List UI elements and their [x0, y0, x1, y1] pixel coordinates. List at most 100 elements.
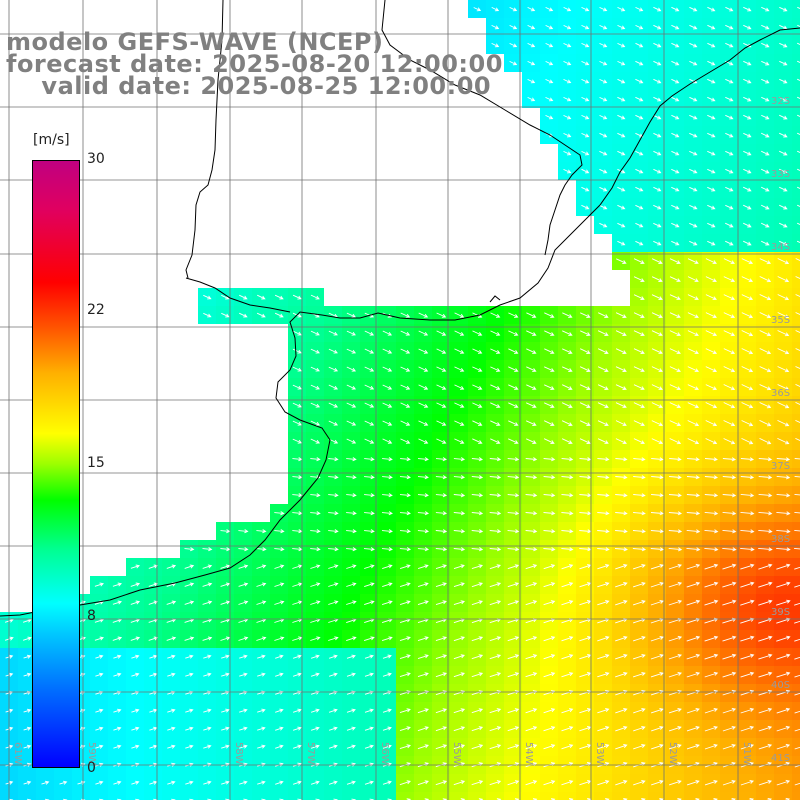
wind-arrow	[23, 744, 32, 749]
wind-arrow	[725, 24, 734, 30]
wind-arrow	[328, 402, 339, 408]
wind-arrow	[633, 457, 646, 462]
wind-arrow	[292, 348, 302, 354]
wind-arrow	[310, 780, 320, 785]
wind-arrow	[453, 636, 465, 642]
wind-arrow	[543, 780, 556, 786]
wind-arrow	[167, 744, 176, 749]
wind-arrow	[203, 780, 212, 785]
wind-arrow	[489, 636, 502, 642]
wind-arrow	[615, 402, 627, 409]
wind-arrow	[615, 511, 628, 516]
wind-arrow	[435, 744, 448, 750]
wind-arrow	[707, 24, 716, 30]
colorbar-tick-0: 0	[87, 760, 96, 776]
wind-arrow	[687, 420, 700, 427]
wind-speed-cell	[792, 324, 800, 342]
wind-arrow	[686, 707, 700, 714]
wind-arrow	[653, 150, 662, 156]
wind-arrow	[579, 438, 591, 444]
wind-arrow	[381, 529, 393, 534]
wind-arrow	[758, 725, 773, 732]
wind-arrow	[525, 708, 538, 714]
wind-speed-cell	[792, 18, 800, 36]
wind-speed-cell	[792, 648, 800, 666]
wind-arrow	[668, 511, 683, 516]
wind-arrow	[399, 780, 411, 786]
wind-arrow	[544, 402, 555, 408]
wind-arrow	[292, 438, 303, 444]
wind-speed-cell	[792, 612, 800, 630]
wind-arrow	[221, 726, 230, 731]
wind-arrow	[597, 672, 610, 678]
wind-arrow	[257, 780, 266, 785]
wind-arrow	[795, 401, 800, 406]
wind-arrow	[650, 563, 664, 570]
wind-arrow	[112, 600, 122, 605]
wind-arrow	[417, 672, 429, 678]
wind-arrow	[508, 420, 519, 426]
wind-arrow	[489, 547, 502, 552]
wind-arrow	[597, 366, 609, 372]
wind-arrow	[651, 258, 663, 264]
wind-arrow	[668, 599, 683, 606]
wind-arrow	[364, 780, 374, 785]
wind-arrow	[794, 692, 800, 696]
wind-arrow	[776, 511, 791, 516]
wind-arrow	[686, 599, 701, 606]
wind-arrow	[310, 384, 320, 390]
wind-arrow	[795, 348, 800, 352]
wind-arrow	[527, 96, 536, 102]
wind-arrow	[758, 475, 773, 480]
wind-speed-cell	[594, 792, 612, 800]
wind-arrow	[257, 672, 266, 677]
wind-arrow	[686, 743, 700, 750]
wind-arrow	[795, 330, 800, 334]
wind-arrow	[471, 654, 484, 660]
river-plate-north-shore	[185, 277, 501, 313]
wind-arrow	[758, 779, 772, 786]
wind-arrow	[632, 563, 646, 570]
wind-arrow	[221, 780, 230, 785]
wind-arrow	[761, 240, 770, 246]
wind-arrow	[633, 348, 645, 354]
wind-arrow	[669, 294, 681, 301]
wind-arrow	[436, 366, 447, 372]
wind-arrow	[489, 744, 502, 750]
wind-arrow	[687, 258, 699, 265]
border-line	[185, 0, 583, 279]
wind-arrow	[689, 42, 698, 48]
wind-arrow	[256, 600, 267, 605]
wind-arrow	[633, 258, 645, 264]
wind-arrow	[364, 384, 375, 390]
wind-arrow	[545, 96, 554, 102]
wind-arrow	[632, 547, 647, 552]
wind-arrow	[723, 330, 736, 337]
wind-arrow	[777, 330, 790, 337]
wind-arrow	[635, 96, 644, 102]
wind-arrow	[399, 529, 411, 534]
wind-arrow	[185, 780, 194, 785]
wind-arrow	[220, 600, 231, 605]
wind-arrow	[328, 582, 339, 587]
latitude-label: 35S	[771, 315, 790, 326]
wind-arrow	[725, 222, 734, 228]
wind-arrow	[184, 547, 195, 552]
wind-arrow	[669, 475, 682, 480]
wind-speed-cell	[792, 774, 800, 792]
wind-arrow	[633, 402, 645, 409]
wind-arrow	[776, 671, 791, 678]
wind-arrow	[435, 654, 447, 660]
wind-arrow	[797, 42, 800, 46]
wind-speed-cell	[792, 90, 800, 108]
wind-arrow	[310, 726, 320, 731]
wind-arrow	[669, 258, 681, 264]
wind-arrow	[741, 420, 754, 427]
wind-arrow	[635, 78, 644, 84]
wind-arrow	[581, 96, 590, 102]
wind-arrow	[436, 384, 447, 390]
wind-arrow	[635, 114, 644, 120]
wind-arrow	[794, 602, 800, 606]
wind-arrow	[238, 564, 249, 569]
wind-arrow	[274, 294, 284, 300]
